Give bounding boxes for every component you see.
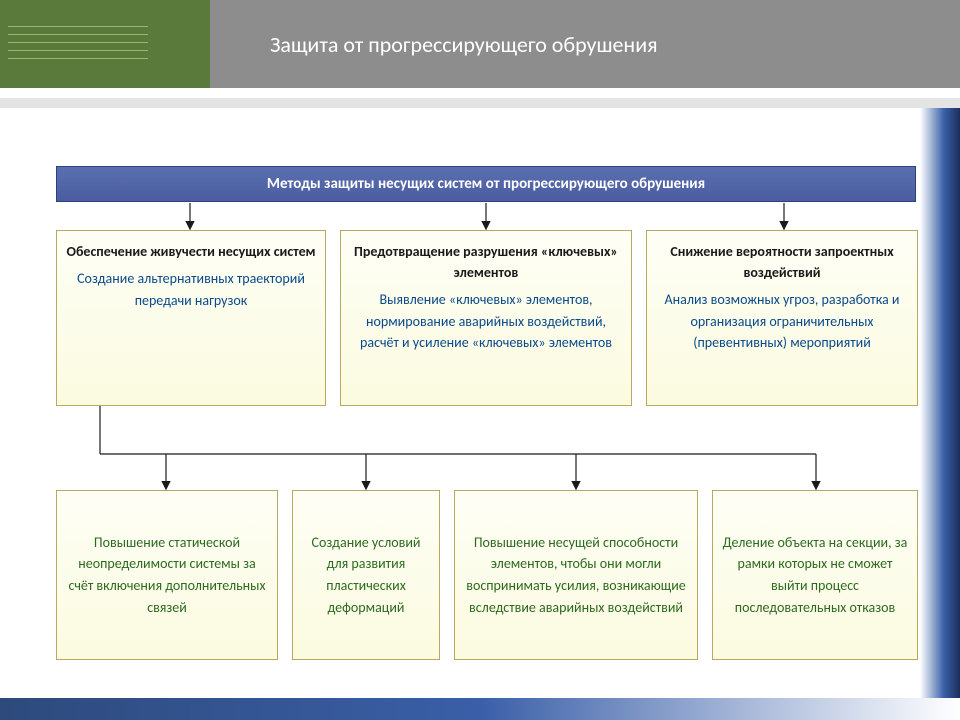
row1-sub-2: Выявление «ключевых» элементов, нормиров…	[349, 289, 623, 354]
row1-sub-3: Анализ возможных угроз, разработка и орг…	[655, 289, 909, 354]
bottom-bar	[0, 698, 960, 720]
row2-text-2: Создание условий для развития пластическ…	[301, 532, 431, 619]
header-green-block	[0, 0, 210, 88]
right-gradient	[920, 0, 960, 720]
header-gray-block: Защита от прогрессирующего обрушения	[210, 0, 960, 88]
header-strip	[0, 98, 960, 108]
row1-box-3: Снижение вероятности запроектных воздейс…	[646, 230, 918, 406]
header-decor-lines	[8, 26, 148, 66]
row1-title-3: Снижение вероятности запроектных воздейс…	[655, 241, 909, 283]
row2-box-3: Повышение несущей способности элементов,…	[454, 490, 698, 660]
row2-box-1: Повышение статической неопределимости си…	[56, 490, 278, 660]
row2-text-4: Деление объекта на секции, за рамки кото…	[721, 532, 909, 619]
row2-box-2: Создание условий для развития пластическ…	[292, 490, 440, 660]
page-title: Защита от прогрессирующего обрушения	[270, 31, 658, 58]
row2-text-1: Повышение статической неопределимости си…	[65, 532, 269, 619]
row1-sub-1: Создание альтернативных траекторий перед…	[65, 268, 317, 311]
main-band: Методы защиты несущих систем от прогресс…	[56, 166, 916, 202]
row1-box-2: Предотвращение разрушения «ключевых» эле…	[340, 230, 632, 406]
header-spacer	[0, 88, 960, 98]
row1-title-2: Предотвращение разрушения «ключевых» эле…	[349, 241, 623, 283]
row2-box-4: Деление объекта на секции, за рамки кото…	[712, 490, 918, 660]
row1-title-1: Обеспечение живучести несущих систем	[65, 241, 317, 262]
row1-box-1: Обеспечение живучести несущих систем Соз…	[56, 230, 326, 406]
slide: Защита от прогрессирующего обрушения Мет…	[0, 0, 960, 720]
row2-text-3: Повышение несущей способности элементов,…	[463, 532, 689, 619]
